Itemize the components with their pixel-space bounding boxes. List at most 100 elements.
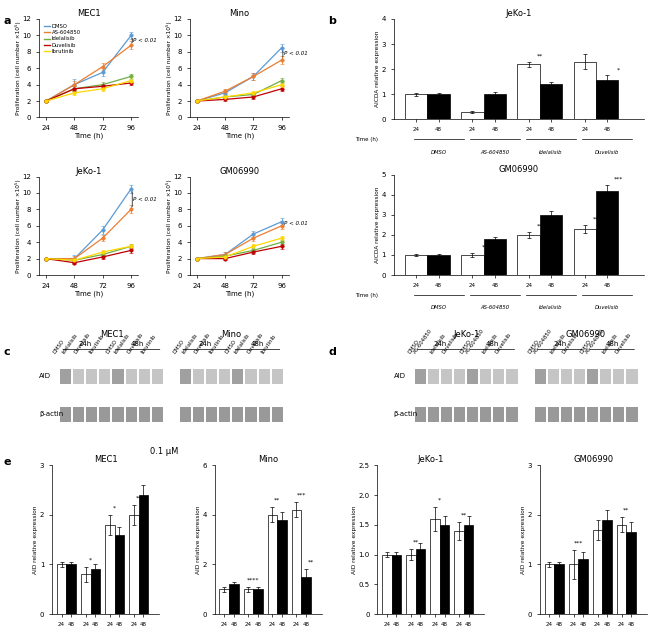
FancyBboxPatch shape [480,406,491,422]
Text: Ibrutinib: Ibrutinib [140,334,157,355]
FancyBboxPatch shape [561,369,572,384]
Text: DMSO: DMSO [172,339,185,355]
Text: AS-604850: AS-604850 [480,149,510,154]
Text: AS-604850: AS-604850 [585,329,606,355]
FancyBboxPatch shape [73,406,84,422]
Y-axis label: Proliferation (cell number ×10⁵): Proliferation (cell number ×10⁵) [166,179,172,273]
FancyBboxPatch shape [415,406,426,422]
FancyBboxPatch shape [614,369,625,384]
FancyBboxPatch shape [600,406,611,422]
Text: P < 0.01: P < 0.01 [284,51,308,56]
Y-axis label: AID relative expression: AID relative expression [196,505,201,574]
Text: DMSO: DMSO [53,339,66,355]
FancyBboxPatch shape [561,406,572,422]
Text: **: ** [307,560,314,565]
Bar [405,94,428,120]
Bar [464,525,473,614]
Y-axis label: AID relative expression: AID relative expression [352,505,357,574]
FancyBboxPatch shape [480,369,491,384]
Text: 0.1 μM: 0.1 μM [150,448,178,456]
Text: 48h: 48h [251,341,265,348]
Bar [440,525,449,614]
Text: MEC1: MEC1 [99,330,124,339]
Text: c: c [3,347,10,357]
FancyBboxPatch shape [587,369,598,384]
Text: e: e [3,457,11,467]
Text: ***: *** [296,493,306,498]
FancyBboxPatch shape [112,406,124,422]
Text: ***: *** [573,540,583,545]
Bar [253,589,263,614]
FancyBboxPatch shape [441,406,452,422]
Text: Ibrutinib: Ibrutinib [88,334,105,355]
Y-axis label: AICDA relative expression: AICDA relative expression [375,187,380,263]
FancyBboxPatch shape [219,406,230,422]
FancyBboxPatch shape [259,369,270,384]
FancyBboxPatch shape [180,406,191,422]
Text: DMSO: DMSO [527,339,540,355]
Text: AS-604850: AS-604850 [465,329,486,355]
Bar [454,530,464,614]
Bar [596,191,618,275]
Text: 24h: 24h [198,341,212,348]
FancyBboxPatch shape [259,406,270,422]
FancyBboxPatch shape [219,369,230,384]
Bar [90,570,100,614]
Text: DMSO: DMSO [225,339,238,355]
Bar [428,94,450,120]
Bar [382,555,391,614]
FancyBboxPatch shape [548,406,559,422]
Bar [462,112,484,120]
FancyBboxPatch shape [441,369,452,384]
Text: **: ** [537,224,543,229]
Text: DMSO: DMSO [579,339,593,355]
Title: JeKo-1: JeKo-1 [417,456,444,465]
FancyBboxPatch shape [138,406,150,422]
FancyBboxPatch shape [232,369,244,384]
FancyBboxPatch shape [180,369,191,384]
Title: JeKo-1: JeKo-1 [506,9,532,18]
Text: *: * [89,558,92,563]
FancyBboxPatch shape [600,369,611,384]
Bar [406,555,416,614]
Text: Ibrutinib: Ibrutinib [260,334,278,355]
Bar [416,549,425,614]
FancyBboxPatch shape [99,406,111,422]
Text: 24h: 24h [434,341,447,348]
Text: Idelalisib: Idelalisib [233,333,251,355]
FancyBboxPatch shape [428,369,439,384]
Text: DMSO: DMSO [105,339,118,355]
Title: MEC1: MEC1 [77,9,100,18]
FancyBboxPatch shape [454,369,465,384]
Bar [569,565,578,614]
FancyBboxPatch shape [428,406,439,422]
FancyBboxPatch shape [506,369,517,384]
Text: DMSO: DMSO [407,339,421,355]
Title: Mino: Mino [258,456,278,465]
Text: Idelalisib: Idelalisib [482,333,499,355]
Bar [229,584,239,614]
FancyBboxPatch shape [534,369,546,384]
FancyBboxPatch shape [493,369,504,384]
Title: Mino: Mino [229,9,250,18]
Text: AS-604850: AS-604850 [480,305,510,310]
FancyBboxPatch shape [627,406,638,422]
FancyBboxPatch shape [587,406,598,422]
Bar [545,565,554,614]
FancyBboxPatch shape [86,369,98,384]
FancyBboxPatch shape [415,369,426,384]
Text: b: b [328,16,336,26]
Text: 48h: 48h [486,341,499,348]
Y-axis label: Proliferation (cell number ×10⁵): Proliferation (cell number ×10⁵) [15,22,21,115]
FancyBboxPatch shape [548,369,559,384]
FancyBboxPatch shape [454,406,465,422]
Title: JeKo-1: JeKo-1 [75,166,102,176]
FancyBboxPatch shape [206,369,217,384]
Bar [129,515,138,614]
Text: GM06990: GM06990 [566,330,606,339]
Bar [138,495,148,614]
Bar [81,574,90,614]
FancyBboxPatch shape [232,406,244,422]
FancyBboxPatch shape [112,369,124,384]
FancyBboxPatch shape [152,369,163,384]
